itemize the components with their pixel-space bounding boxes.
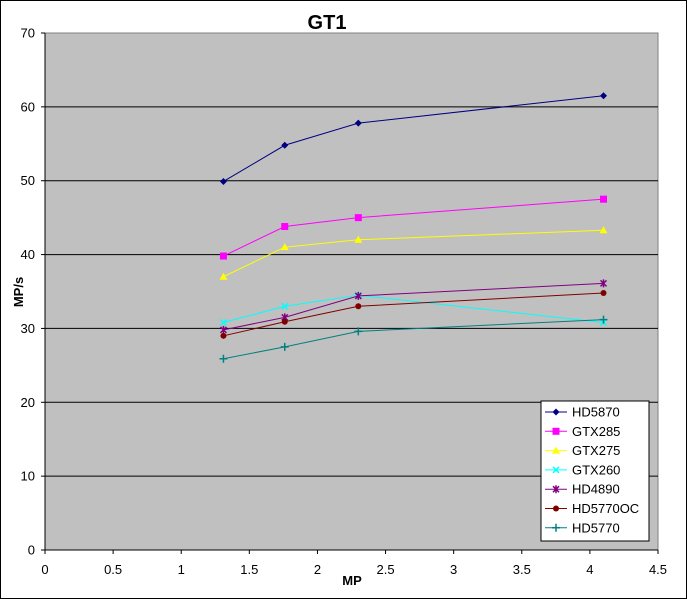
legend-marker-hd5770 <box>552 523 560 532</box>
legend-label-gtx285: GTX285 <box>572 424 620 439</box>
data-point-hd5870 <box>600 92 608 100</box>
legend-marker-gtx260 <box>552 466 560 474</box>
series-line-gtx275 <box>223 229 604 278</box>
series-line-hd5770 <box>223 319 604 360</box>
data-point-hd5770oc <box>281 318 288 325</box>
x-tick-label: 4.5 <box>649 562 667 577</box>
series-line-gtx260 <box>223 294 604 324</box>
data-point-hd5770oc <box>355 303 362 310</box>
data-point-gtx260 <box>219 318 227 327</box>
data-point-hd5770oc <box>220 332 227 339</box>
data-point-hd5770 <box>354 327 363 336</box>
data-point-hd4890 <box>354 291 362 300</box>
legend-marker-hd4890 <box>552 485 560 494</box>
legend-label-hd5870: HD5870 <box>572 405 620 420</box>
legend <box>540 400 650 542</box>
x-tick-label: 1 <box>178 562 185 577</box>
data-point-hd4890 <box>599 279 608 288</box>
data-point-gtx285 <box>600 195 608 203</box>
legend-marker-hd5870 <box>552 408 560 416</box>
data-point-gtx275 <box>219 272 228 280</box>
data-point-hd5770 <box>599 315 608 324</box>
data-point-hd5870 <box>281 141 289 149</box>
series-line-hd5870 <box>223 95 604 182</box>
legend-marker-hd5770oc <box>553 505 559 512</box>
series-line-hd5770oc <box>223 292 604 337</box>
data-point-gtx260 <box>281 302 289 310</box>
y-tick-label: 10 <box>21 469 35 484</box>
data-point-gtx285 <box>281 223 289 231</box>
y-tick-label: 30 <box>21 321 35 336</box>
y-tick-label: 70 <box>21 26 35 41</box>
data-point-hd5870 <box>219 177 227 185</box>
x-axis-label: MP <box>342 573 362 588</box>
data-point-gtx285 <box>354 214 362 222</box>
data-point-hd5770 <box>219 354 228 363</box>
y-tick-label: 20 <box>21 395 35 410</box>
x-tick-label: 1.5 <box>240 562 258 577</box>
data-point-hd5770oc <box>600 289 607 296</box>
data-point-hd4890 <box>219 325 227 334</box>
legend-label-hd5770: HD5770 <box>572 520 620 535</box>
x-tick-label: 2 <box>314 562 321 577</box>
legend-label-gtx275: GTX275 <box>572 443 620 458</box>
y-tick-label: 50 <box>21 173 35 188</box>
data-point-gtx275 <box>599 226 608 234</box>
series-line-hd4890 <box>223 282 604 331</box>
data-point-gtx285 <box>219 252 227 260</box>
data-point-gtx275 <box>354 235 363 243</box>
data-point-gtx275 <box>280 243 289 251</box>
x-tick-label: 4 <box>586 562 593 577</box>
series-line-gtx285 <box>223 198 604 257</box>
data-point-hd5870 <box>354 119 362 127</box>
chart-title: GT1 <box>308 12 347 34</box>
legend-label-hd5770oc: HD5770OC <box>572 501 639 516</box>
y-tick-label: 0 <box>28 543 35 558</box>
x-tick-label: 3 <box>450 562 457 577</box>
x-tick-label: 2.5 <box>377 562 395 577</box>
x-tick-label: 3.5 <box>513 562 531 577</box>
legend-label-hd4890: HD4890 <box>572 482 620 497</box>
y-tick-label: 40 <box>21 247 35 262</box>
legend-marker-gtx275 <box>552 446 560 454</box>
legend-marker-gtx285 <box>552 427 560 435</box>
y-tick-label: 60 <box>21 99 35 114</box>
data-point-hd5770 <box>280 342 289 351</box>
x-tick-label: 0.5 <box>104 562 122 577</box>
y-axis-label: MP/s <box>11 277 26 307</box>
legend-label-gtx260: GTX260 <box>572 462 620 477</box>
x-tick-label: 0 <box>41 562 48 577</box>
